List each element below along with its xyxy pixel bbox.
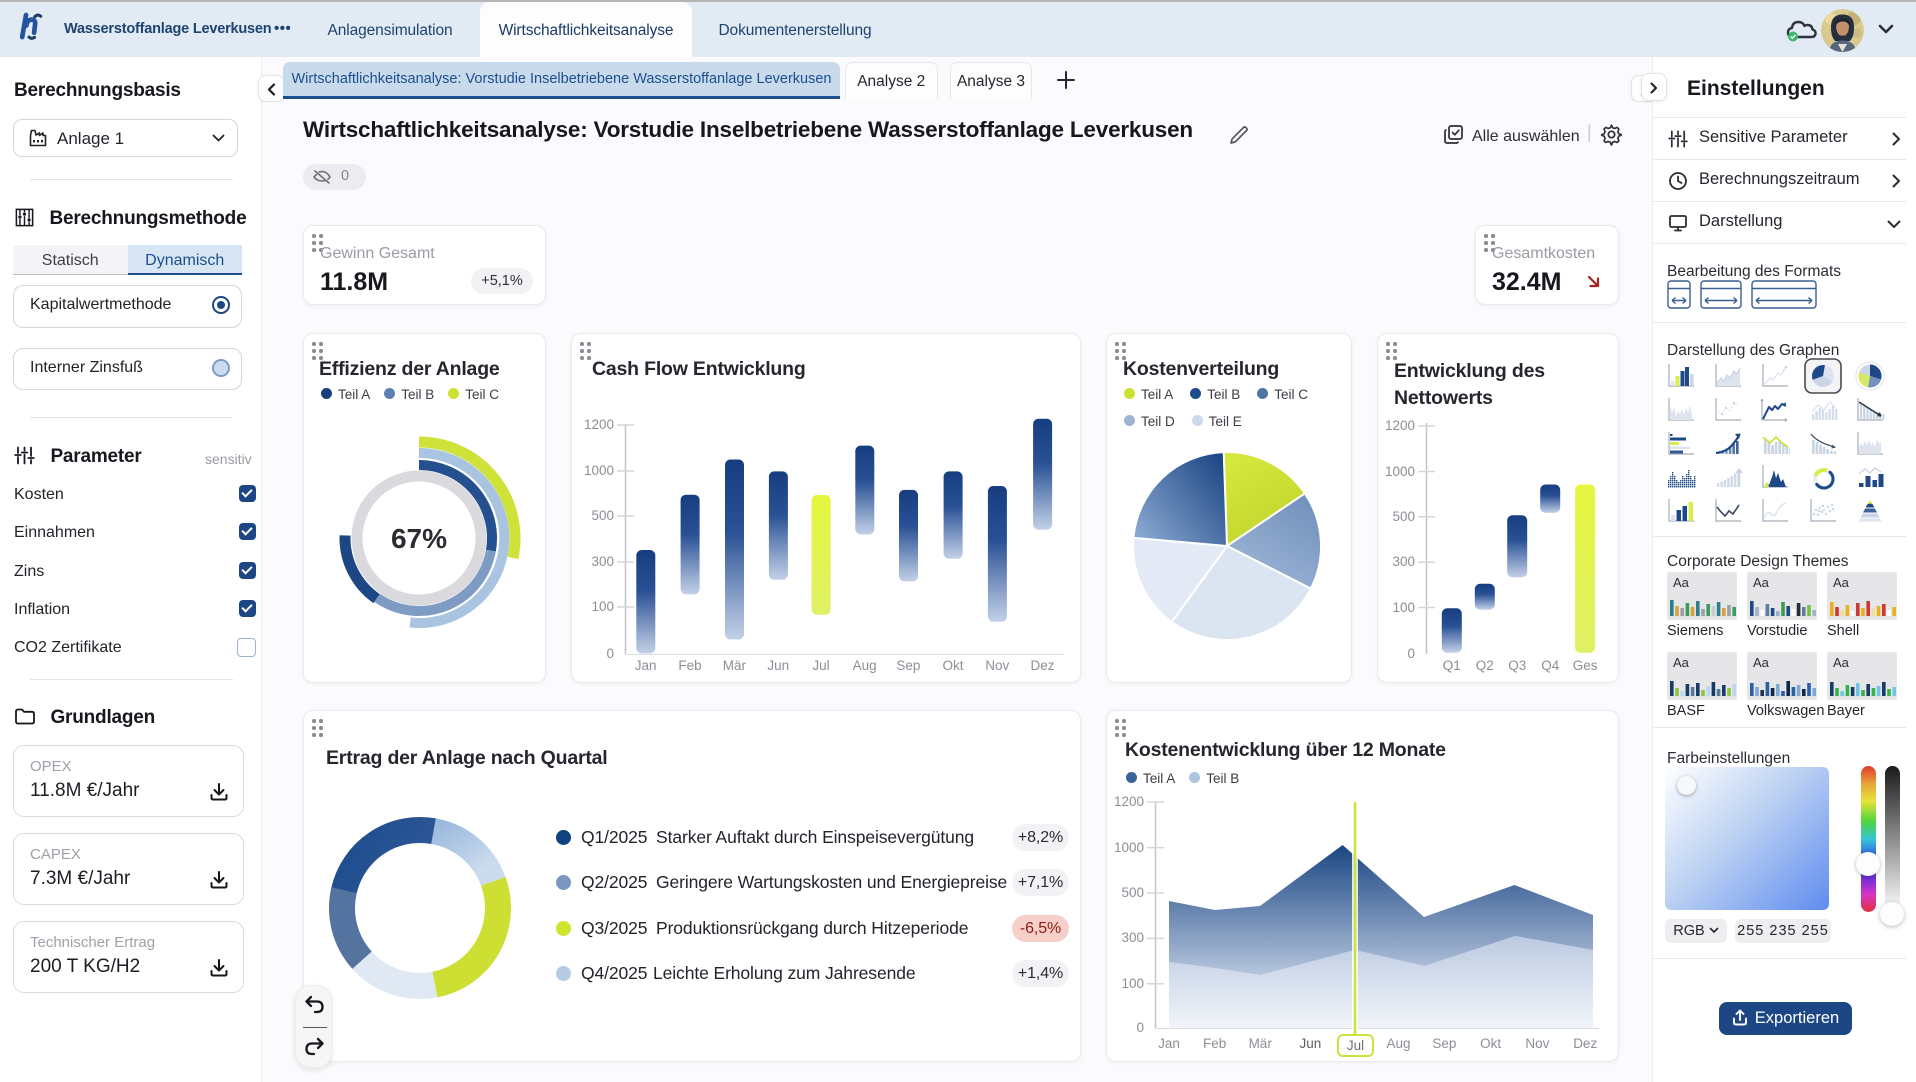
svg-text:Jul: Jul [812,658,829,673]
svg-text:Nov: Nov [985,658,1009,673]
svg-text:Q4: Q4 [1541,658,1560,673]
svg-text:Aug: Aug [853,658,877,673]
svg-text:Dez: Dez [1030,658,1054,673]
svg-text:Okt: Okt [942,658,963,673]
svg-text:100: 100 [591,599,614,614]
svg-text:Q1: Q1 [1443,658,1461,673]
svg-text:100: 100 [1392,600,1415,615]
svg-text:1200: 1200 [1114,794,1144,809]
svg-text:300: 300 [591,554,614,569]
svg-text:Mär: Mär [1249,1036,1273,1051]
svg-text:500: 500 [591,508,614,523]
svg-text:0: 0 [1136,1020,1144,1035]
svg-text:Jan: Jan [1158,1036,1180,1051]
svg-text:Nov: Nov [1525,1036,1549,1051]
svg-text:Ges: Ges [1573,658,1598,673]
svg-text:1000: 1000 [584,463,614,478]
svg-text:Q2: Q2 [1476,658,1494,673]
svg-text:Q3: Q3 [1508,658,1526,673]
svg-text:100: 100 [1121,976,1144,991]
svg-text:1000: 1000 [1114,840,1144,855]
svg-text:1200: 1200 [584,417,614,432]
svg-text:Dez: Dez [1573,1036,1597,1051]
svg-text:0: 0 [1407,646,1415,661]
svg-text:0: 0 [606,646,614,661]
svg-text:1200: 1200 [1385,418,1415,433]
svg-text:Aug: Aug [1386,1036,1410,1051]
svg-text:67%: 67% [391,523,447,554]
svg-text:Jul: Jul [1347,1038,1364,1053]
svg-text:300: 300 [1121,930,1144,945]
svg-text:Mär: Mär [723,658,747,673]
svg-text:Jun: Jun [1300,1036,1322,1051]
svg-text:500: 500 [1121,885,1144,900]
svg-text:Jan: Jan [635,658,657,673]
svg-text:Feb: Feb [1203,1036,1226,1051]
svg-text:1000: 1000 [1385,464,1415,479]
svg-text:Okt: Okt [1480,1036,1501,1051]
svg-text:Sep: Sep [896,658,920,673]
svg-text:Jun: Jun [767,658,789,673]
svg-text:Feb: Feb [678,658,701,673]
svg-text:300: 300 [1392,554,1415,569]
svg-text:500: 500 [1392,509,1415,524]
svg-text:Sep: Sep [1432,1036,1456,1051]
